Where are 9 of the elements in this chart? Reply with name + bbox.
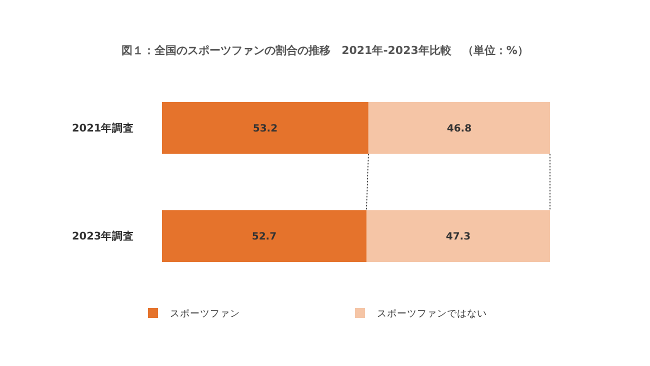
data-label: 52.7 [252,232,277,243]
y-tick-label: 2021年調査 [72,122,134,135]
data-label: 53.2 [252,123,278,134]
legend-label: スポーツファンではない [377,308,487,320]
data-label: 47.3 [446,232,471,243]
data-label: 46.8 [446,123,472,134]
y-tick-label: 2023年調査 [72,230,134,243]
chart-title: 図１：全国のスポーツファンの割合の推移 2021年-2023年比較 （単位：%） [122,44,528,57]
legend-label: スポーツファン [170,308,240,320]
